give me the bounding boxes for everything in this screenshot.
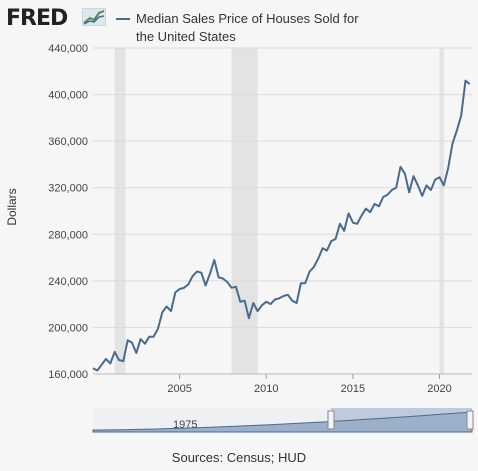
series-layer [92, 79, 471, 372]
recession-band-1 [231, 48, 258, 374]
line-chart: 2005 2010 2015 2020 160,000 200,000 240,000 28… [48, 43, 474, 433]
y-tick-label: 280,000 [48, 229, 88, 241]
x-tick-label: 2005 [167, 383, 191, 395]
range-navigator[interactable]: 1975 [92, 408, 474, 433]
navigator-year-label: 1975 [173, 419, 197, 431]
x-tick-label: 2020 [427, 383, 451, 395]
recession-shading [114, 48, 444, 374]
recession-band-0 [114, 48, 126, 374]
y-ticks: 160,000 200,000 240,000 280,000 320,000 360,0… [48, 43, 88, 381]
recession-band-2 [439, 48, 444, 374]
x-tick-label: 2015 [341, 383, 365, 395]
series-line-0 [92, 79, 471, 372]
legend-swatch [116, 18, 130, 20]
fred-logo: FRED [6, 6, 68, 31]
y-tick-label: 200,000 [48, 322, 88, 334]
y-tick-label: 400,000 [48, 90, 88, 102]
x-tick-label: 2010 [254, 383, 278, 395]
y-tick-label: 320,000 [48, 183, 88, 195]
fred-chart-icon [82, 8, 106, 26]
y-tick-label: 360,000 [48, 136, 88, 148]
y-grid [93, 47, 472, 375]
y-tick-label: 240,000 [48, 276, 88, 288]
navigator-area [92, 411, 473, 433]
navigator-right-handle[interactable] [466, 410, 474, 430]
navigator-left-handle[interactable] [327, 410, 335, 430]
y-tick-label: 160,000 [48, 369, 88, 381]
x-ticks: 2005 2010 2015 2020 [93, 373, 472, 395]
y-tick-label: 440,000 [48, 43, 88, 55]
chart-legend: Median Sales Price of Houses Sold for th… [116, 10, 366, 46]
source-note: Sources: Census; HUD [171, 450, 307, 465]
legend-label: Median Sales Price of Houses Sold for th… [136, 11, 359, 44]
